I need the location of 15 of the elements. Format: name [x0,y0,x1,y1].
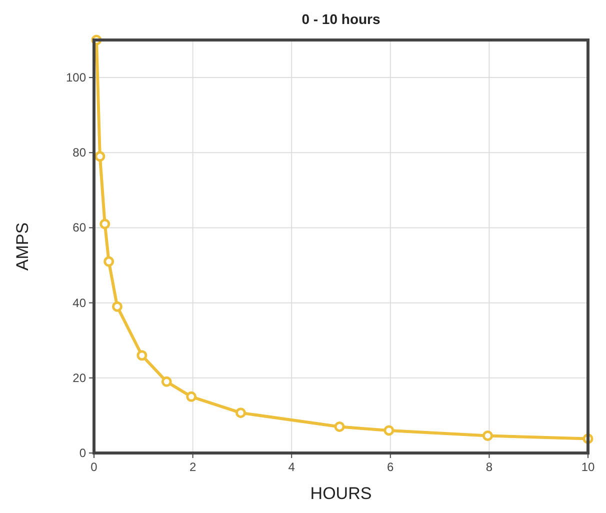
x-tick-label: 10 [581,460,595,474]
x-tick-label: 6 [387,460,394,474]
y-tick-label: 20 [72,370,86,385]
x-tick-label: 2 [189,460,196,474]
y-tick-label: 100 [66,70,86,85]
y-tick-label: 60 [72,220,86,235]
x-tick-label: 0 [90,460,98,474]
chart-title: 0 - 10 hours [302,11,380,27]
y-tick-label: 80 [72,146,86,160]
y-axis-title: AMPS [13,222,32,271]
y-tick-label: 40 [72,296,86,310]
y-tick-label: 0 [79,446,86,460]
x-tick-label: 8 [486,460,493,474]
x-axis-title: HOURS [310,484,372,503]
x-tick-label: 4 [288,460,296,474]
